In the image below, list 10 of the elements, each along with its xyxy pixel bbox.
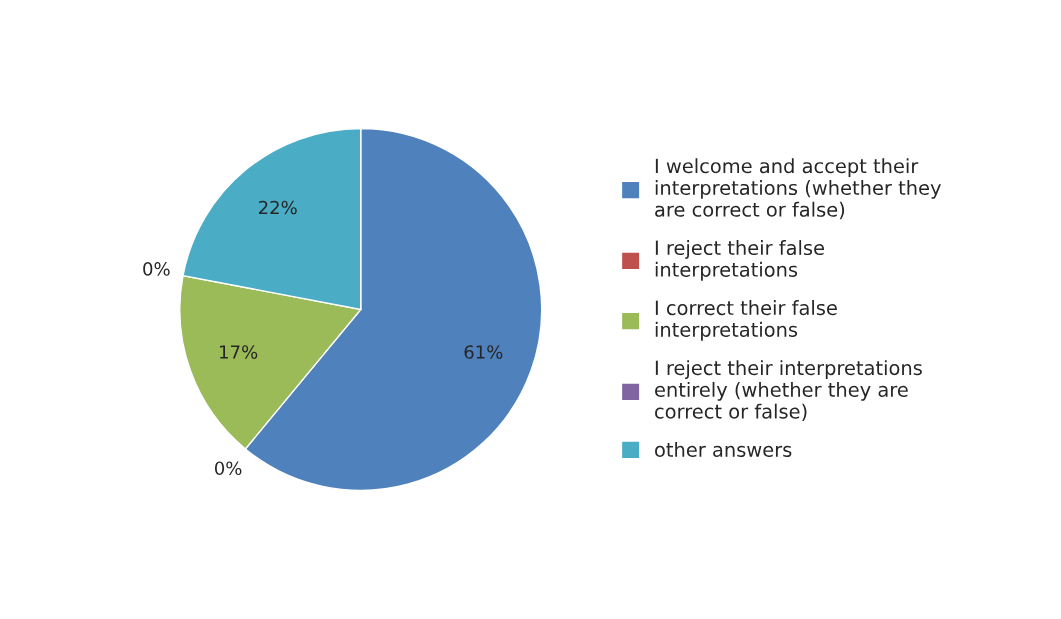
legend-label: other answers [655,441,792,457]
data-label: 17% [220,345,258,359]
legend-label: I reject their false interpretations [655,240,824,281]
legend-label: I correct their false interpretations [655,300,837,341]
text: 0% [143,262,170,276]
data-label: 61% [464,345,503,359]
text: 0% [214,461,242,476]
legend-label: I welcome and accept their interpretations (whether they are correct or false) [655,158,941,220]
legend-label: I reject their interpretations entirely (whether they are correct or false) [655,360,922,422]
data-label: 22% [258,200,297,215]
